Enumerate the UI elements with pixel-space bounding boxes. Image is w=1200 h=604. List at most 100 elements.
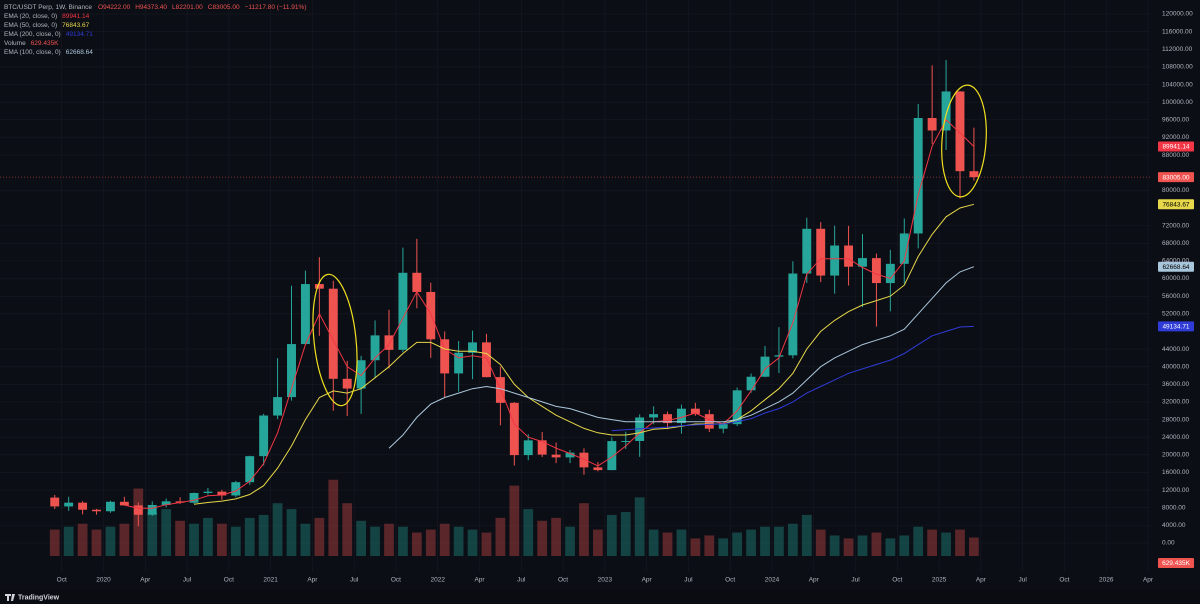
axes: 120000.00 116000.00 112000.00 108000.00 1040… xyxy=(57,11,1193,584)
logo xyxy=(5,594,15,601)
candle-body xyxy=(955,91,965,172)
volume-bar xyxy=(955,529,965,556)
candle-body xyxy=(718,424,728,429)
legend-name: EMA (20, close, 0) xyxy=(4,13,57,20)
x-tick-label: 2023 xyxy=(598,577,613,584)
x-tick-label: Apr xyxy=(976,577,987,584)
volume-bar xyxy=(356,520,367,556)
candle-body xyxy=(593,467,603,471)
candle-body xyxy=(482,342,491,378)
ema-line xyxy=(193,203,975,505)
brand: TradingView xyxy=(18,594,60,601)
volume-bar xyxy=(481,532,492,556)
volume-bar xyxy=(523,509,534,556)
legend-row: EMA (20, close, 0) 89941.14 xyxy=(4,13,90,20)
candle-body xyxy=(830,245,840,276)
candle-body xyxy=(314,284,324,289)
y-tick-label: 112000.00 xyxy=(1162,46,1193,53)
candle-body xyxy=(287,344,296,398)
price-tag xyxy=(1158,199,1194,210)
volume-bar xyxy=(857,535,868,556)
ema-lines xyxy=(0,118,1150,509)
candle-body xyxy=(885,263,895,284)
volume-bar xyxy=(787,523,798,556)
volume-bar xyxy=(690,538,701,556)
x-tick-label: 2024 xyxy=(765,577,780,584)
volume-bar xyxy=(119,523,130,556)
candle-body xyxy=(119,501,129,506)
candle-body xyxy=(342,378,352,389)
candle-body xyxy=(649,414,659,418)
legend: BTC/USDT Perp, 1W, Binance O94222.00 H9437… xyxy=(4,4,306,56)
y-tick-label: 24000.00 xyxy=(1162,434,1189,441)
ohlc: L82201.00 xyxy=(172,4,203,11)
volume-bar xyxy=(286,509,297,556)
volume-bar xyxy=(634,497,645,556)
legend-name: Volume xyxy=(4,40,26,47)
y-tick-label: 28000.00 xyxy=(1162,416,1189,423)
x-tick-label: Apr xyxy=(140,577,151,584)
candle-body xyxy=(913,118,923,234)
y-tick-label: 40000.00 xyxy=(1162,363,1189,370)
candle-body xyxy=(732,390,742,425)
volume-bar xyxy=(732,532,743,556)
volume-bar xyxy=(300,523,311,556)
candle-body xyxy=(231,482,241,496)
candle-body xyxy=(245,456,255,483)
legend-value: 629.435K xyxy=(31,40,59,47)
drawing-ellipse xyxy=(312,273,358,407)
candle-body xyxy=(147,504,157,515)
volume-bar xyxy=(676,529,687,556)
legend-row: EMA (100, close, 0) 62668.64 xyxy=(4,49,93,56)
x-tick-label: 2020 xyxy=(96,577,111,584)
symbol: BTC/USDT Perp, 1W, Binance xyxy=(4,4,92,11)
legend-header: BTC/USDT Perp, 1W, Binance O94222.00 H9437… xyxy=(4,4,306,11)
volume-bar xyxy=(537,520,548,556)
price-tag-label: 629.435K xyxy=(1162,560,1190,567)
candle-body xyxy=(426,291,436,340)
volume-bar xyxy=(565,526,575,556)
candle-body xyxy=(844,245,854,267)
candle-body xyxy=(105,501,115,512)
y-tick-label: 60000.00 xyxy=(1162,275,1189,282)
legend-name: EMA (50, close, 0) xyxy=(4,22,57,29)
x-tick-label: Oct xyxy=(391,577,401,584)
candle-body xyxy=(676,408,686,424)
candle-body xyxy=(565,452,575,458)
grid xyxy=(0,0,1150,572)
candle-body xyxy=(78,502,88,510)
volume-bar xyxy=(439,523,450,556)
x-tick-label: Oct xyxy=(57,577,67,584)
legend-rows: EMA (20, close, 0) 89941.14 EMA (50, close… xyxy=(4,13,93,56)
legend-row: EMA (50, close, 0) 76843.67 xyxy=(4,22,90,29)
candle-body xyxy=(816,228,826,276)
volume-bar xyxy=(941,532,951,556)
price-tags: 89941.14 76843.67 49134.71 62668.64 83005.00… xyxy=(1158,141,1194,568)
candle-body xyxy=(621,441,631,443)
volume-bar xyxy=(49,529,60,556)
candle-body xyxy=(774,355,784,357)
ohlc: O94222.00 xyxy=(98,4,131,11)
x-tick-label: 2022 xyxy=(430,577,445,584)
x-tick-label: Jul xyxy=(1019,577,1028,584)
x-tick-label: Jul xyxy=(350,577,359,584)
price-tag xyxy=(1158,261,1194,272)
volume-bar xyxy=(216,523,227,556)
legend-value: 76843.67 xyxy=(62,22,89,29)
candle-body xyxy=(690,408,700,415)
volume-bar xyxy=(871,532,882,556)
y-tick-label: 88000.00 xyxy=(1162,152,1189,159)
volume-bar xyxy=(230,526,241,556)
volume-bar xyxy=(704,535,715,556)
volume-bar xyxy=(189,523,199,556)
candle-body xyxy=(370,335,380,361)
volume-bar xyxy=(801,514,812,556)
x-tick-label: Apr xyxy=(1143,577,1154,584)
y-tick-label: 8000.00 xyxy=(1162,504,1186,511)
x-tick-label: Jul xyxy=(183,577,192,584)
volume-bar xyxy=(648,529,659,556)
volume-bar xyxy=(272,503,283,556)
candle-body xyxy=(398,272,408,350)
volume-bar xyxy=(244,517,255,556)
